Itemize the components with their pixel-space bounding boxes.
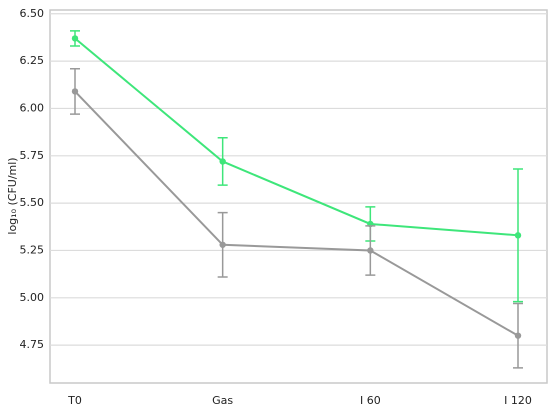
data-point — [219, 158, 226, 165]
series-line — [74, 90, 519, 337]
plot-frame — [49, 9, 548, 384]
y-tick-label: 5.75 — [20, 149, 45, 162]
x-tick-label: T0 — [67, 394, 82, 407]
y-tick-label: 5.00 — [20, 291, 45, 304]
x-tick-label: I 120 — [504, 394, 532, 407]
data-point — [514, 232, 522, 239]
data-point — [219, 241, 226, 248]
y-tick-label: 5.25 — [20, 243, 45, 256]
x-tick-label: Gas — [212, 394, 233, 407]
y-tick-label: 4.75 — [20, 338, 45, 351]
series-line — [74, 37, 519, 237]
data-point — [367, 247, 374, 254]
y-tick-label: 6.00 — [20, 101, 45, 114]
y-axis-label: log₁₀ (CFU/ml) — [6, 157, 19, 234]
y-tick-label: 6.50 — [20, 7, 45, 20]
x-tick-label: I 60 — [360, 394, 381, 407]
y-tick-label: 5.50 — [20, 196, 45, 209]
y-tick-label: 6.25 — [20, 54, 45, 67]
data-point — [71, 88, 79, 95]
data-point — [71, 35, 79, 42]
data-point — [514, 332, 522, 339]
